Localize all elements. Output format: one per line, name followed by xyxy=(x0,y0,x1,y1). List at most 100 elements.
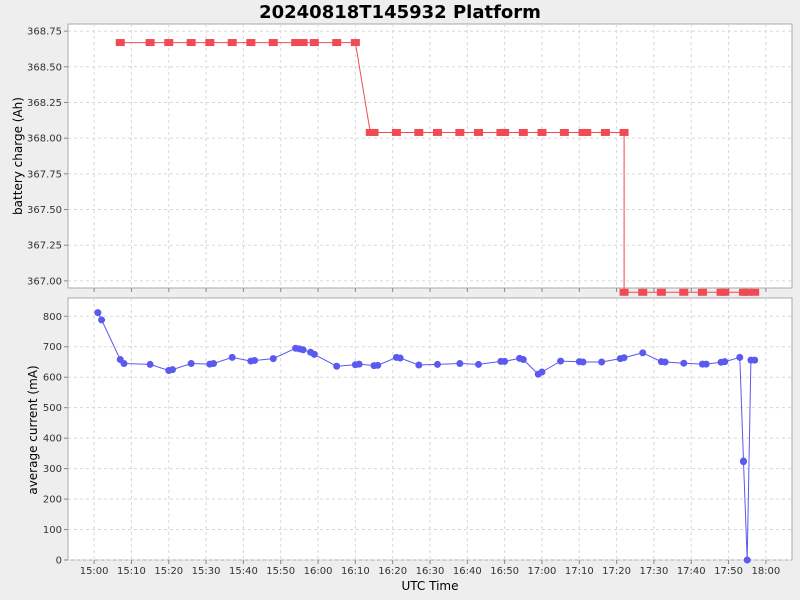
x-tick-label: 18:00 xyxy=(751,566,780,577)
battery-charge-data-point xyxy=(455,128,465,136)
average-current-data-point xyxy=(433,360,441,368)
battery-charge-data-point xyxy=(350,39,360,47)
average-current-y-tick-label: 0 xyxy=(56,556,62,567)
average-current-y-tick-label: 600 xyxy=(43,373,62,384)
battery-charge-data-point xyxy=(227,39,237,47)
average-current-y-tick-label: 300 xyxy=(43,464,62,475)
battery-charge-grid xyxy=(68,24,792,288)
x-tick-label: 15:00 xyxy=(80,566,109,577)
battery-charge-y-tick-label: 368.75 xyxy=(27,27,62,38)
average-current-y-tick-label: 800 xyxy=(43,312,62,323)
battery-charge-x-ticks xyxy=(93,288,767,292)
x-tick-label: 15:30 xyxy=(192,566,221,577)
average-current-panel: 0 100 200 300 400 500 600 700 800 15:00 15:10 15:2… xyxy=(26,297,793,577)
average-current-data-point xyxy=(210,360,218,367)
average-current-data-point xyxy=(374,361,382,369)
battery-charge-data-point xyxy=(720,288,730,296)
battery-charge-data-point xyxy=(414,128,424,136)
average-current-data-point xyxy=(251,356,259,364)
battery-charge-data-point xyxy=(268,39,278,47)
average-current-data-point xyxy=(702,360,710,368)
average-current-data-point xyxy=(739,458,747,466)
battery-charge-y-ticks: 367.00 367.25 367.50 367.75 368.00 368.25 368.… xyxy=(27,27,68,287)
battery-charge-data-point xyxy=(474,128,484,136)
battery-charge-data-point xyxy=(750,288,760,296)
battery-charge-data-point xyxy=(559,128,569,136)
x-tick-label: 17:10 xyxy=(565,566,594,577)
average-current-data-point xyxy=(269,355,277,363)
battery-charge-y-tick-label: 367.50 xyxy=(27,205,62,216)
battery-charge-data-point xyxy=(638,288,648,296)
x-tick-label: 16:50 xyxy=(490,566,519,577)
x-tick-label: 15:20 xyxy=(154,566,183,577)
battery-charge-data-point xyxy=(679,288,689,296)
x-axis-title: UTC Time xyxy=(402,579,459,593)
average-current-data-point xyxy=(456,360,464,367)
battery-charge-data-point xyxy=(537,128,547,136)
average-current-data-point xyxy=(310,350,318,358)
average-current-data-point xyxy=(501,357,509,365)
battery-charge-panel: 367.00 367.25 367.50 367.75 368.00 368.25 368.… xyxy=(11,23,793,296)
average-current-data-point xyxy=(598,358,606,366)
average-current-data-point xyxy=(736,353,744,361)
x-tick-label: 15:40 xyxy=(229,566,258,577)
average-current-data-point xyxy=(146,360,154,368)
x-tick-label: 17:50 xyxy=(714,566,743,577)
battery-charge-data-point xyxy=(582,128,592,136)
average-current-data-point xyxy=(355,360,363,368)
average-current-data-point xyxy=(751,356,759,364)
battery-charge-data-point xyxy=(205,39,215,47)
average-current-y-tick-label: 500 xyxy=(43,403,62,414)
battery-charge-y-tick-label: 368.50 xyxy=(27,62,62,73)
battery-charge-data-point xyxy=(291,39,301,47)
x-tick-label: 16:40 xyxy=(453,566,482,577)
battery-charge-data-point xyxy=(697,288,707,296)
battery-charge-data-point xyxy=(186,39,196,47)
average-current-data-point xyxy=(579,358,587,366)
x-tick-label: 17:40 xyxy=(677,566,706,577)
battery-charge-data-point xyxy=(164,39,174,47)
battery-charge-y-tick-label: 367.75 xyxy=(27,169,62,180)
average-current-data-point xyxy=(743,556,751,564)
battery-charge-data-point xyxy=(500,128,510,136)
x-tick-label: 17:20 xyxy=(602,566,631,577)
battery-charge-data-point xyxy=(619,288,629,296)
average-current-data-point xyxy=(721,358,729,366)
battery-charge-data-point xyxy=(742,288,752,296)
average-current-y-tick-label: 100 xyxy=(43,525,62,536)
average-current-data-point xyxy=(168,366,176,374)
average-current-y-tick-label: 200 xyxy=(43,495,62,506)
average-current-y-tick-label: 400 xyxy=(43,434,62,445)
average-current-axis-title: average current (mA) xyxy=(26,365,40,494)
average-current-data-point xyxy=(475,360,483,368)
average-current-data-point xyxy=(333,362,341,370)
average-current-data-point xyxy=(639,349,647,357)
average-current-data-point xyxy=(228,353,236,361)
x-tick-label: 17:30 xyxy=(640,566,669,577)
x-tick-label: 15:50 xyxy=(266,566,295,577)
battery-charge-y-tick-label: 368.00 xyxy=(27,134,62,145)
battery-charge-data-point xyxy=(432,128,442,136)
battery-charge-data-point xyxy=(115,39,125,47)
battery-charge-data-point xyxy=(518,128,528,136)
average-current-data-point xyxy=(98,316,106,324)
x-tick-label: 15:10 xyxy=(117,566,146,577)
average-current-data-point xyxy=(519,356,527,364)
average-current-series xyxy=(94,309,759,564)
average-current-y-tick-label: 700 xyxy=(43,342,62,353)
battery-charge-axis-title: battery charge (Ah) xyxy=(11,97,25,215)
average-current-data-point xyxy=(299,346,307,354)
average-current-data-point xyxy=(557,357,565,365)
average-current-data-point xyxy=(94,309,102,317)
chart-title: 20240818T145932 Platform xyxy=(259,2,541,23)
battery-charge-y-tick-label: 368.25 xyxy=(27,98,62,109)
battery-charge-data-point xyxy=(332,39,342,47)
battery-charge-y-tick-label: 367.25 xyxy=(27,241,62,252)
average-current-data-point xyxy=(620,354,628,362)
battery-charge-data-point xyxy=(369,128,379,136)
average-current-data-point xyxy=(415,361,423,369)
average-current-data-point xyxy=(680,359,688,367)
average-current-data-point xyxy=(538,368,546,376)
average-current-data-point xyxy=(661,358,669,366)
